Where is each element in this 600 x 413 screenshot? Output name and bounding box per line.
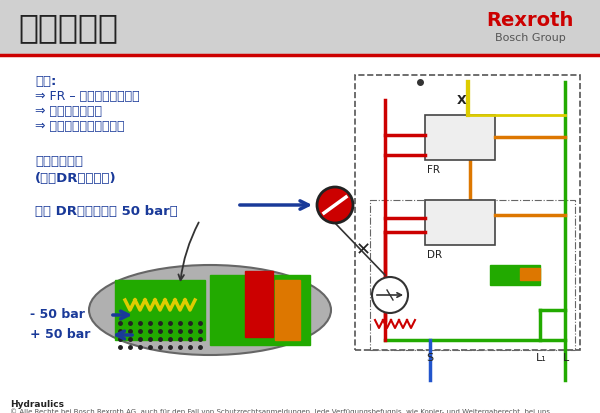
Text: S: S xyxy=(427,353,434,363)
Text: 检测恒压压力: 检测恒压压力 xyxy=(35,155,83,168)
Text: Bosch Group: Bosch Group xyxy=(494,33,565,43)
Text: - 50 bar: - 50 bar xyxy=(30,309,85,321)
Text: DR: DR xyxy=(427,250,442,260)
Text: 程序:: 程序: xyxy=(35,75,56,88)
Bar xyxy=(245,271,273,337)
Text: ⇒ 调节恒压阀到设定值！: ⇒ 调节恒压阀到设定值！ xyxy=(35,120,125,133)
Text: Hydraulics: Hydraulics xyxy=(10,400,64,409)
Text: 调节 DR：每圈大约 50 bar！: 调节 DR：每圈大约 50 bar！ xyxy=(35,205,178,218)
Text: L₁: L₁ xyxy=(536,353,547,363)
Bar xyxy=(0,0,600,55)
Bar xyxy=(370,200,575,350)
Circle shape xyxy=(372,277,408,313)
Text: Rexroth: Rexroth xyxy=(487,10,574,29)
Text: ✕: ✕ xyxy=(355,241,371,259)
Bar xyxy=(490,265,540,285)
Bar xyxy=(425,115,495,160)
Bar xyxy=(355,75,580,350)
Text: + 50 bar: + 50 bar xyxy=(30,328,91,342)
Text: FR: FR xyxy=(427,165,440,175)
Ellipse shape xyxy=(89,265,331,355)
Bar xyxy=(210,275,310,345)
Bar xyxy=(115,280,205,340)
Bar xyxy=(425,200,495,245)
Text: 压力阀设定: 压力阀设定 xyxy=(18,11,118,44)
Bar xyxy=(275,280,300,340)
Text: L: L xyxy=(563,353,569,363)
Text: ⇒ 关闭泵的出口！: ⇒ 关闭泵的出口！ xyxy=(35,105,102,118)
Text: © Alle Rechte bei Bosch Rexroth AG, auch für den Fall von Schutzrechtsanmeldunge: © Alle Rechte bei Bosch Rexroth AG, auch… xyxy=(10,408,552,413)
Bar xyxy=(520,268,540,280)
Text: X: X xyxy=(457,93,467,107)
Text: (可在DR阀上检测): (可在DR阀上检测) xyxy=(35,172,116,185)
Text: ⇒ FR – 流量控制阀关闭！: ⇒ FR – 流量控制阀关闭！ xyxy=(35,90,140,103)
Circle shape xyxy=(317,187,353,223)
